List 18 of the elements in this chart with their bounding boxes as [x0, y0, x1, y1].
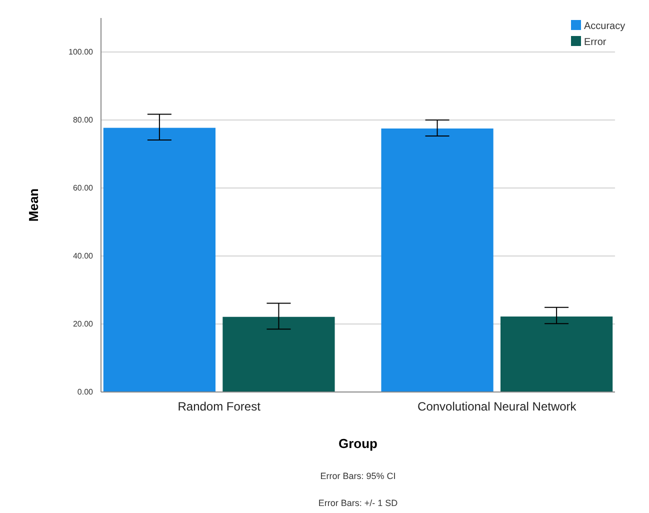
y-tick-label: 60.00	[72, 184, 94, 193]
y-tick-label: 80.00	[72, 116, 94, 125]
y-tick-label: 20.00	[72, 320, 94, 329]
y-tick-label: 100.00	[68, 48, 94, 57]
text: Error Bars: 95% CI	[320, 471, 396, 481]
bar	[500, 316, 613, 392]
legend-label: Accuracy	[584, 21, 626, 32]
legend-label: Error	[584, 37, 607, 48]
x-tick-label: Random Forest	[178, 400, 262, 414]
x-axis-title: Group	[338, 436, 378, 451]
y-tick-label: 40.00	[72, 252, 94, 261]
y-axis-title: Mean	[26, 188, 41, 222]
bar	[381, 128, 494, 392]
bar	[103, 128, 216, 392]
text: Error Bars: +/- 1 SD	[318, 498, 398, 508]
y-tick-label: 0.00	[77, 388, 94, 397]
bar	[222, 316, 335, 392]
x-tick-label: Convolutional Neural Network	[418, 400, 578, 414]
